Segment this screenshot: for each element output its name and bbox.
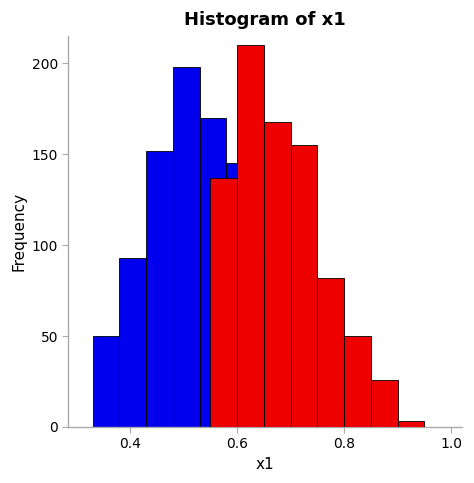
- Bar: [318, 278, 344, 427]
- Bar: [119, 258, 146, 427]
- Title: Histogram of x1: Histogram of x1: [184, 11, 346, 29]
- Bar: [371, 380, 398, 427]
- Bar: [291, 145, 318, 427]
- Bar: [92, 336, 119, 427]
- Bar: [227, 163, 253, 427]
- Bar: [307, 382, 333, 427]
- Bar: [280, 354, 307, 427]
- Bar: [210, 178, 237, 427]
- Bar: [173, 67, 200, 427]
- Bar: [200, 118, 227, 427]
- Bar: [264, 122, 291, 427]
- Bar: [253, 256, 280, 427]
- Bar: [344, 336, 371, 427]
- Y-axis label: Frequency: Frequency: [11, 192, 26, 271]
- Bar: [398, 422, 424, 427]
- Bar: [333, 412, 360, 427]
- X-axis label: x1: x1: [256, 457, 274, 472]
- Bar: [146, 151, 173, 427]
- Bar: [237, 45, 264, 427]
